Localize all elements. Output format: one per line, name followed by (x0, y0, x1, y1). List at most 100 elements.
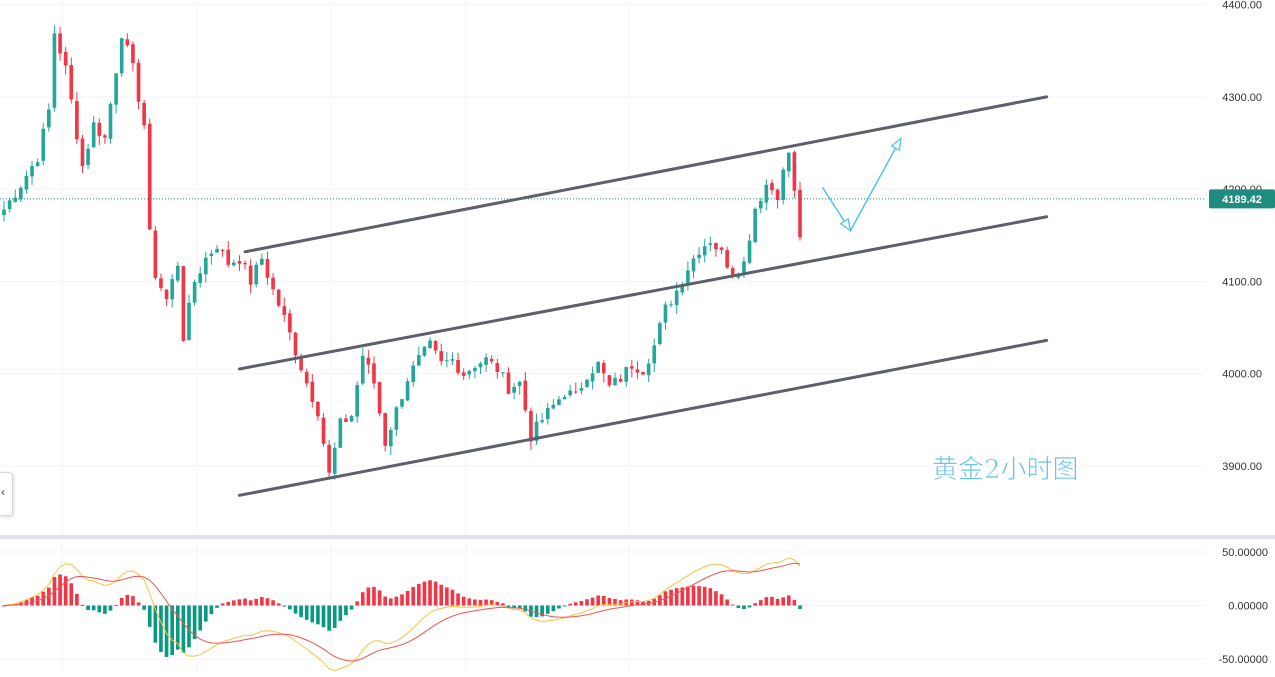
macd-histogram-bar (641, 601, 645, 606)
candle-body (663, 304, 668, 323)
macd-histogram-bar (282, 605, 287, 607)
projection-arrows[interactable] (821, 136, 902, 233)
collapse-toolbar-tab[interactable]: ‹ (0, 472, 13, 516)
macd-histogram-bar (175, 605, 180, 650)
macd-histogram-bar (719, 594, 724, 606)
candle-body (7, 200, 12, 209)
macd-histogram-bar (220, 603, 225, 606)
channel-trendline (237, 338, 1049, 497)
macd-histogram-bar (232, 600, 236, 606)
candle-body (753, 208, 757, 243)
macd-histogram-bar (181, 605, 186, 653)
candle-body (680, 284, 685, 293)
candle-body (428, 340, 432, 349)
candle-body (646, 363, 651, 376)
candle-body (388, 430, 393, 447)
macd-histogram-bar (736, 605, 741, 608)
candle-body (69, 65, 74, 100)
candle-body (75, 100, 79, 140)
macd-histogram-bar (400, 594, 404, 606)
macd-histogram-bar (798, 605, 802, 610)
macd-histogram-bar (669, 589, 673, 606)
candle-body (473, 368, 477, 372)
price-tick-label: 4400.00 (1222, 0, 1262, 12)
candle-body (175, 265, 180, 281)
macd-histogram-bar (226, 601, 231, 606)
candle-body (2, 209, 6, 216)
projection-arrowhead (890, 136, 902, 152)
candle-body (215, 248, 219, 253)
macd-histogram-bar (753, 603, 757, 606)
candle-body (349, 415, 354, 422)
candle-body (271, 277, 275, 290)
macd-histogram-bar (338, 605, 343, 621)
macd-histogram-bar (18, 601, 23, 606)
macd-histogram-bar (332, 605, 337, 628)
candle-body (288, 313, 292, 333)
macd-histogram-bar (523, 605, 528, 612)
candle-body (506, 372, 511, 394)
candle-body (372, 363, 376, 384)
candle-body (613, 378, 617, 386)
candle-body (119, 38, 124, 74)
macd-histogram-bar (792, 599, 797, 606)
price-axis[interactable]: 3900.004000.004100.004200.004300.004400.… (1206, 0, 1275, 538)
macd-histogram-bar (142, 605, 146, 610)
trendlines[interactable] (237, 95, 1049, 497)
macd-histogram-bar (164, 605, 169, 657)
candle-body (529, 411, 533, 442)
chevron-left-icon: ‹ (1, 485, 5, 499)
candle-body (24, 175, 29, 190)
candle-body (209, 253, 214, 257)
macd-line (3, 557, 801, 672)
candle-body (394, 407, 399, 430)
candle-body (282, 306, 287, 315)
candle-body (641, 371, 645, 375)
candle-body (730, 268, 735, 277)
macd-histogram-bar (478, 599, 483, 606)
macd-histogram-bar (596, 595, 601, 606)
candle-body (708, 243, 713, 246)
candle-body (786, 152, 791, 172)
macd-histogram-bar (702, 586, 707, 606)
candle-body (159, 278, 163, 288)
macd-histogram-bar (271, 600, 275, 606)
candle-body (590, 373, 595, 382)
macd-histogram-bar (680, 587, 685, 606)
candle-body (30, 165, 34, 177)
macd-histogram-bar (714, 591, 718, 606)
macd-histogram-bar (534, 605, 539, 618)
projection-arrowhead (839, 217, 852, 233)
macd-histogram-bar (209, 605, 214, 615)
macd-histogram-bar (630, 599, 634, 606)
macd-histogram-bar (618, 600, 623, 606)
macd-histogram-bar (203, 605, 208, 622)
macd-histogram-bar (545, 605, 550, 614)
macd-histogram-bar (86, 605, 90, 611)
macd-histogram-bar (725, 599, 729, 606)
candle-body (607, 375, 612, 386)
macd-histogram-bar (562, 605, 567, 607)
macd-histogram-bar (69, 583, 74, 606)
candle-body (243, 262, 247, 265)
macd-histogram-bar (114, 605, 118, 607)
candle-body (747, 240, 752, 263)
macd-histogram-bar (147, 605, 152, 627)
candle-body (355, 385, 359, 417)
price-tick-label: 4100.00 (1222, 276, 1262, 288)
macd-histogram-bar (198, 605, 203, 631)
candle-body (691, 258, 696, 272)
candle-body (764, 184, 769, 203)
candle-body (635, 369, 640, 373)
macd-histogram-bar (573, 602, 578, 606)
macd-histogram-bar (276, 603, 281, 606)
macd-histogram-bar (540, 605, 544, 617)
macd-histogram-bar (601, 595, 606, 606)
candle-body (220, 249, 225, 251)
macd-axis[interactable]: 50.00000 0.00000 -50.00000 (1206, 539, 1275, 672)
candle-body (495, 363, 500, 372)
pane-separator[interactable] (0, 535, 1275, 539)
candle-body (52, 33, 57, 108)
candles (2, 25, 802, 480)
